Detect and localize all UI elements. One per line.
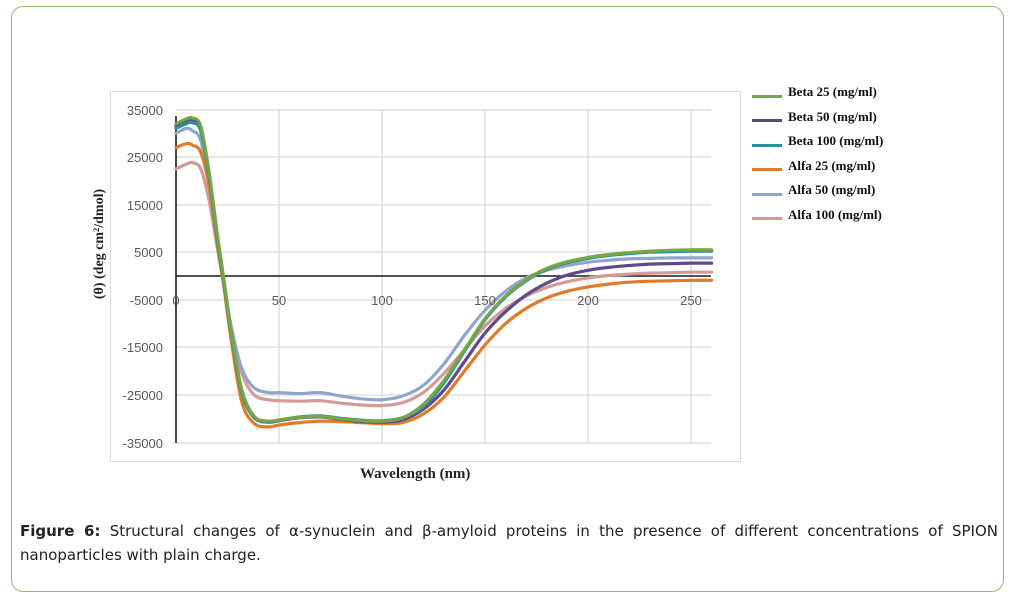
chart-box xyxy=(110,91,741,462)
tick-layer: 35000 25000 15000 5000 -5000 -15000 -25000 -350… xyxy=(123,103,702,451)
legend-swatch xyxy=(752,192,782,196)
x-tick-label: 100 xyxy=(371,293,393,308)
figure-caption: Figure 6: Structural changes of α-synucl… xyxy=(20,519,998,567)
series-line-1 xyxy=(174,115,714,423)
legend-label: Alfa 50 (mg/ml) xyxy=(788,182,876,198)
legend-label: Alfa 25 (mg/ml) xyxy=(788,157,876,173)
legend-label: Alfa 100 (mg/ml) xyxy=(788,206,882,222)
legend-label: Beta 100 (mg/ml) xyxy=(788,133,884,149)
y-tick-label: 25000 xyxy=(127,150,163,165)
x-axis-title: Wavelength (nm) xyxy=(360,466,471,482)
x-tick-label: 250 xyxy=(680,293,702,308)
x-tick-label: 200 xyxy=(577,293,599,308)
figure-frame xyxy=(11,6,1004,592)
legend: Beta 25 (mg/ml) Beta 50 (mg/ml) Beta 100… xyxy=(752,80,883,227)
y-tick-label: -25000 xyxy=(123,388,163,403)
x-tick-label: 50 xyxy=(272,293,286,308)
series-line-3 xyxy=(174,120,714,424)
series-line-6 xyxy=(174,160,714,408)
legend-item: Alfa 50 (mg/ml) xyxy=(752,178,883,203)
legend-item: Alfa 25 (mg/ml) xyxy=(752,154,883,179)
legend-item: Beta 50 (mg/ml) xyxy=(752,105,883,130)
series-line-2 xyxy=(174,118,714,424)
legend-item: Alfa 100 (mg/ml) xyxy=(752,203,883,228)
y-tick-label: -15000 xyxy=(123,340,163,355)
legend-swatch xyxy=(752,143,782,147)
legend-label: Beta 25 (mg/ml) xyxy=(788,84,877,100)
legend-swatch xyxy=(752,217,782,221)
axis-layer xyxy=(175,116,711,443)
y-tick-label: -5000 xyxy=(130,293,163,308)
legend-swatch xyxy=(752,168,782,172)
legend-swatch xyxy=(752,94,782,98)
x-tick-label: 0 xyxy=(172,293,179,308)
series-layer xyxy=(174,115,714,429)
legend-item: Beta 25 (mg/ml) xyxy=(752,80,883,105)
x-tick-label: 150 xyxy=(474,293,496,308)
y-tick-label: -35000 xyxy=(123,436,163,451)
y-axis-title: (θ) (deg cm²/dmol) xyxy=(92,188,107,300)
legend-item: Beta 100 (mg/ml) xyxy=(752,129,883,154)
y-tick-label: 15000 xyxy=(127,198,163,213)
legend-label: Beta 50 (mg/ml) xyxy=(788,108,877,124)
caption-label: Figure 6: xyxy=(20,522,101,540)
y-tick-label: 5000 xyxy=(134,245,163,260)
caption-text: Structural changes of α-synuclein and β-… xyxy=(20,522,998,564)
legend-swatch xyxy=(752,119,782,123)
y-tick-label: 35000 xyxy=(127,103,163,118)
